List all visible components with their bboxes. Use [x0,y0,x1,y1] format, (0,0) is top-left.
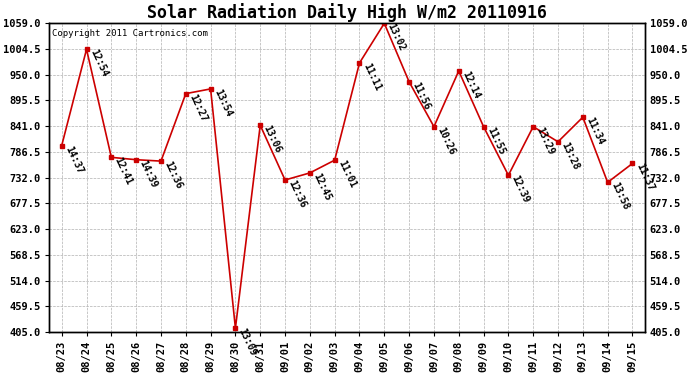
Text: Copyright 2011 Cartronics.com: Copyright 2011 Cartronics.com [52,30,208,39]
Text: 11:11: 11:11 [361,62,382,92]
Text: 12:14: 12:14 [460,70,482,100]
Text: 13:06: 13:06 [262,124,283,155]
Text: 13:28: 13:28 [560,140,581,171]
Text: 11:01: 11:01 [336,159,357,190]
Text: 12:41: 12:41 [112,156,135,187]
Title: Solar Radiation Daily High W/m2 20110916: Solar Radiation Daily High W/m2 20110916 [147,3,547,22]
Text: 10:26: 10:26 [435,125,457,156]
Text: 12:36: 12:36 [162,160,184,190]
Text: 13:29: 13:29 [535,125,556,156]
Text: 12:36: 12:36 [286,178,308,210]
Text: 13:54: 13:54 [212,87,233,118]
Text: 11:55: 11:55 [485,125,506,156]
Text: 13:02: 13:02 [386,22,407,53]
Text: 13:58: 13:58 [609,181,631,212]
Text: 11:56: 11:56 [411,81,432,111]
Text: 12:45: 12:45 [311,171,333,202]
Text: 12:27: 12:27 [187,92,208,123]
Text: 12:39: 12:39 [510,174,531,205]
Text: 14:37: 14:37 [63,144,85,175]
Text: 12:54: 12:54 [88,48,110,79]
Text: 11:37: 11:37 [634,162,656,193]
Text: 14:39: 14:39 [137,158,159,189]
Text: 13:09: 13:09 [237,327,258,358]
Text: 11:34: 11:34 [584,116,606,147]
